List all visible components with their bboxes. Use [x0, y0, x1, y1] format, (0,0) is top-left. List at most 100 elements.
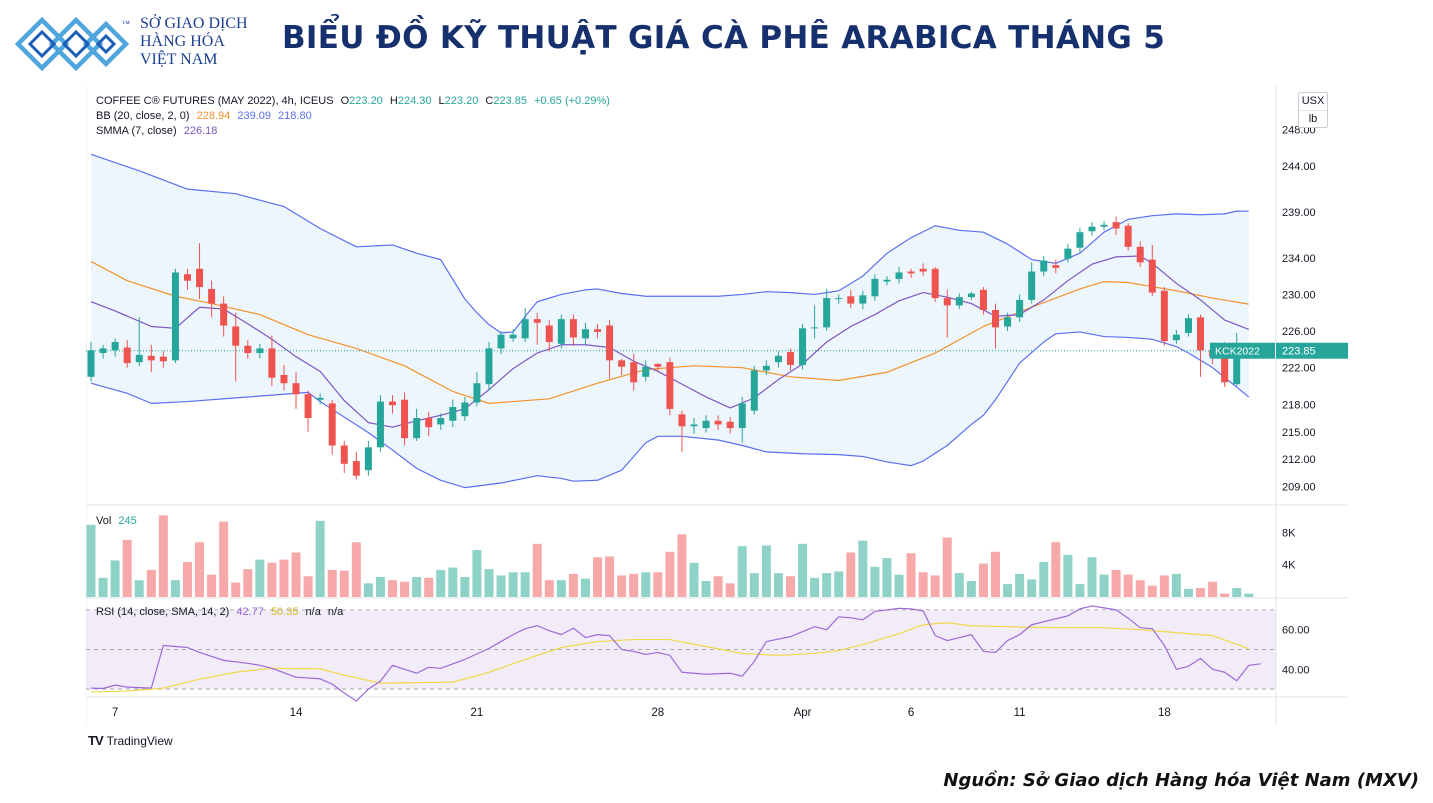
candle-body	[304, 394, 312, 419]
candle-body	[533, 319, 541, 323]
candle-body	[630, 362, 638, 383]
volume-bar	[339, 570, 349, 597]
volume-bar	[761, 545, 771, 597]
time-tick-label-1: 14	[290, 707, 303, 719]
volume-bar	[798, 543, 808, 597]
volume-bar	[1087, 557, 1097, 597]
candle-body	[340, 445, 348, 464]
candle-body	[618, 360, 626, 367]
legend-bb-basis: 228.94	[196, 110, 231, 122]
candle-body	[256, 348, 264, 354]
candle-body	[473, 383, 481, 403]
volume-bar	[544, 580, 554, 597]
candle-body	[581, 329, 589, 339]
volume-bar	[195, 542, 205, 597]
legend-rsi-ma-value: 50.35	[270, 606, 299, 618]
candle-body	[521, 319, 529, 339]
source-note: Nguồn: Sở Giao dịch Hàng hóa Việt Nam (M…	[943, 770, 1419, 791]
mxv-logo: SỞ GIAO DỊCH HÀNG HÓA VIỆT NAM ™	[14, 12, 264, 74]
volume-bar	[1099, 574, 1109, 597]
volume-bar	[737, 546, 747, 597]
price-tick-label-9: 244.00	[1282, 161, 1316, 173]
candle-body	[1221, 345, 1229, 383]
candle-body	[883, 279, 891, 282]
candle-body	[1052, 265, 1060, 268]
unit-selector[interactable]: USX lb	[1298, 92, 1328, 128]
volume-bar	[1111, 569, 1121, 597]
candle-body	[147, 355, 155, 361]
volume-bar	[930, 575, 940, 597]
candle-body	[352, 461, 360, 476]
volume-bar	[1183, 588, 1193, 597]
candle-body	[569, 319, 577, 338]
volume-bar	[785, 576, 795, 597]
volume-bar	[773, 573, 783, 597]
volume-bar	[327, 569, 337, 597]
volume-bar	[436, 569, 446, 597]
volume-bar	[291, 552, 301, 597]
logo-text-line-3: VIỆT NAM	[140, 51, 218, 68]
volume-bar	[231, 582, 241, 597]
volume-bar	[653, 572, 663, 597]
time-tick-label-2: 21	[471, 707, 484, 719]
candle-body	[786, 352, 794, 365]
candle-body	[328, 403, 336, 446]
volume-bar	[303, 576, 313, 597]
legend-rsi-na-2: n/a	[327, 606, 344, 618]
unit-currency[interactable]: USX	[1301, 95, 1325, 107]
volume-bar	[351, 542, 361, 597]
candle-body	[364, 447, 372, 471]
candle-body	[87, 350, 95, 377]
volume-bar	[689, 562, 699, 597]
legend-bb-label: BB (20, close, 2, 0)	[96, 110, 190, 122]
unit-measure[interactable]: lb	[1299, 110, 1327, 128]
candle-body	[799, 328, 807, 365]
legend-smma: SMMA (7, close) 226.18	[96, 125, 221, 137]
legend-ohlc: COFFEE C® FUTURES (MAY 2022), 4h, ICEUS …	[96, 95, 610, 107]
logo-trademark: ™	[122, 19, 130, 28]
legend-rsi-label: RSI (14, close, SMA, 14, 2)	[96, 606, 230, 618]
volume-bar	[219, 521, 229, 597]
volume-bar	[255, 559, 265, 597]
price-tick-label-0: 209.00	[1282, 482, 1316, 494]
legend-close: 223.85	[493, 95, 527, 107]
candle-body	[268, 348, 276, 378]
candle-body	[955, 297, 963, 306]
candle-body	[774, 355, 782, 363]
time-tick-label-3: 28	[651, 707, 664, 719]
candle-body	[135, 354, 143, 363]
candle-body	[545, 325, 553, 343]
candle-body	[835, 298, 843, 300]
rsi-line	[90, 605, 1261, 702]
candle-body	[509, 334, 517, 339]
volume-bar	[870, 566, 880, 597]
candle-body	[992, 309, 999, 328]
mxv-logo-mark-icon	[14, 16, 130, 72]
volume-bar	[484, 569, 494, 597]
price-tick-label-8: 239.00	[1282, 207, 1316, 219]
candlestick-chart[interactable]: 209.00 212.00 215.00 218.00 222.00 226.00 230.…	[86, 85, 1348, 725]
bollinger-upper-line	[90, 153, 1249, 334]
legend-volume: Vol 245	[96, 515, 141, 527]
volume-bar	[170, 580, 180, 597]
candle-body	[1040, 260, 1048, 272]
price-tick-label-5: 226.00	[1282, 326, 1316, 338]
volume-bar	[110, 560, 120, 597]
volume-bar	[1159, 575, 1169, 597]
volume-bar	[906, 553, 916, 597]
volume-bar	[86, 524, 96, 597]
candle-body	[738, 403, 746, 429]
volume-bar	[942, 537, 952, 597]
candle-body	[714, 420, 722, 425]
candle-body	[220, 303, 228, 326]
candle-body	[1197, 317, 1205, 351]
volume-bar	[617, 575, 627, 597]
rsi-tick-label-1: 40.00	[1282, 664, 1310, 676]
tradingview-logo: TV TradingView	[88, 733, 173, 748]
volume-bar	[918, 572, 928, 597]
candle-body	[606, 325, 614, 361]
volume-bar	[182, 561, 192, 597]
legend-rsi-na-1: n/a	[305, 606, 321, 618]
candle-body	[943, 298, 951, 306]
volume-bar	[1015, 573, 1025, 597]
